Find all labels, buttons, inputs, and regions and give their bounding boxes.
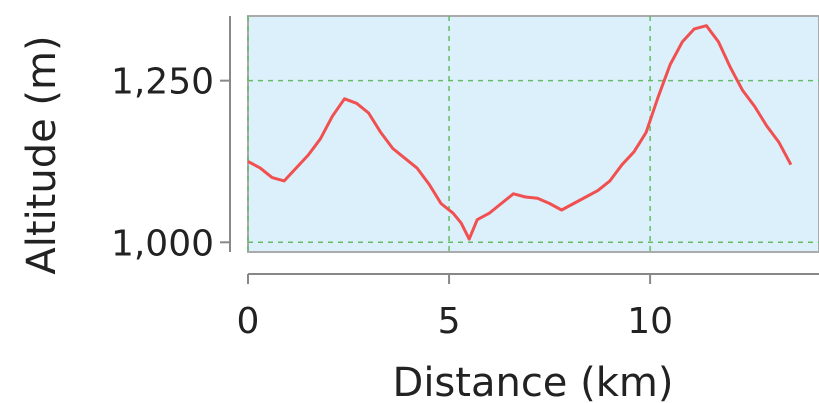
plot-area	[247, 15, 819, 253]
series-line	[247, 24, 793, 241]
y-tick-label-1: 1,250	[111, 62, 214, 103]
y-tick-label-0: 1,000	[111, 223, 214, 264]
y-axis-label: Altitude (m)	[19, 35, 65, 274]
x-ticks: 0 5 10	[237, 274, 673, 342]
x-tick-label-2: 10	[627, 301, 673, 342]
x-tick-label-1: 5	[438, 301, 461, 342]
x-axis-label: Distance (km)	[393, 360, 674, 403]
y-ticks: 1,000 1,250	[111, 62, 230, 264]
x-tick-label-0: 0	[237, 301, 260, 342]
